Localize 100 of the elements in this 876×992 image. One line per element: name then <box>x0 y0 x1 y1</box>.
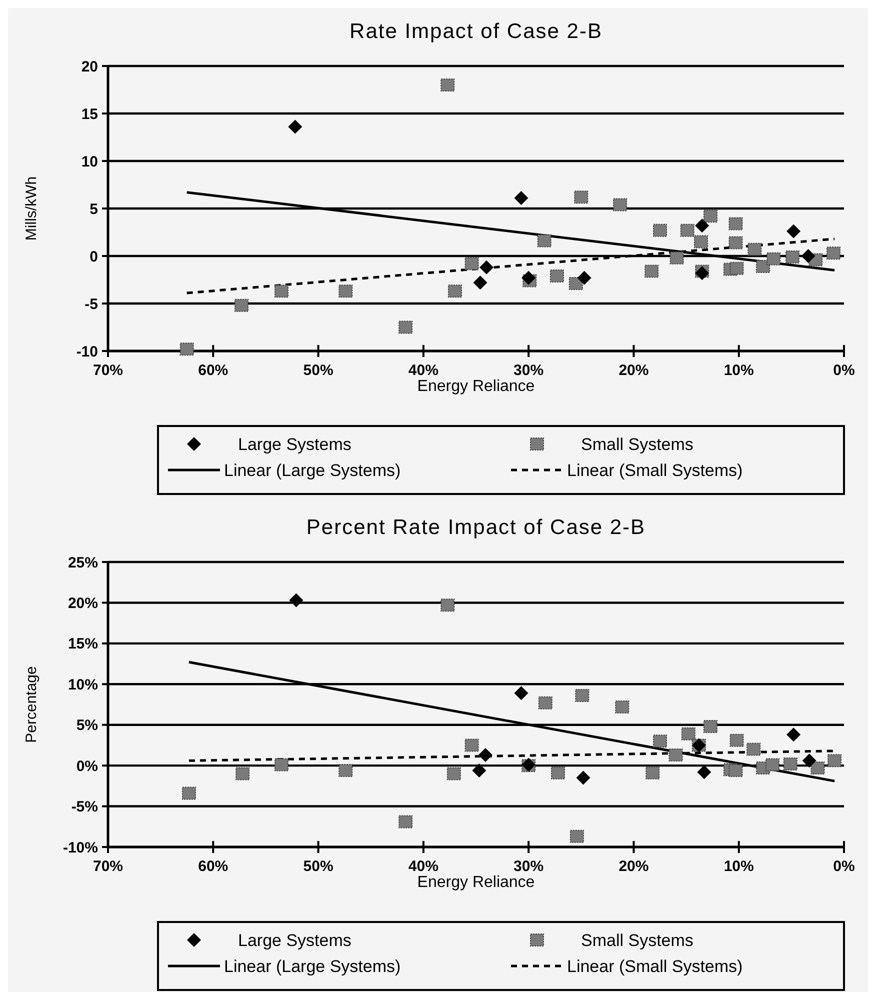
point <box>728 217 743 230</box>
legend-label: Linear (Small Systems) <box>567 956 743 976</box>
x-tick-label: 70% <box>92 362 124 379</box>
legend-label: Small Systems <box>581 930 694 950</box>
point <box>464 257 479 270</box>
point <box>644 264 659 278</box>
point <box>783 757 798 770</box>
point <box>670 251 684 264</box>
x-tick-label: 20% <box>618 362 649 379</box>
point <box>695 266 710 280</box>
y-tick-label: -10 <box>76 343 98 360</box>
point <box>697 765 712 780</box>
chart-title: Percent Rate Impact of Case 2-B <box>306 516 646 539</box>
x-tick-label: 10% <box>724 858 754 875</box>
point <box>828 754 842 768</box>
point <box>801 249 816 263</box>
point <box>653 224 667 237</box>
y-tick-label: 15 <box>81 106 98 123</box>
point <box>550 269 564 282</box>
x-axis-title: Energy Reliance <box>417 874 535 891</box>
point <box>786 224 801 238</box>
y-tick-label: 20 <box>81 58 98 76</box>
y-tick-label: 10 <box>81 153 98 170</box>
point <box>398 815 413 828</box>
x-tick-label: 60% <box>198 362 228 379</box>
legend-label: Small Systems <box>581 434 694 454</box>
point <box>182 786 196 800</box>
point <box>766 758 780 772</box>
point <box>551 766 566 780</box>
point <box>514 686 528 700</box>
x-tick-label: 0% <box>833 858 855 875</box>
y-tick-label: 15% <box>68 636 98 653</box>
point <box>746 742 761 756</box>
point <box>234 298 249 312</box>
point <box>522 270 536 285</box>
y-tick-label: 25% <box>68 554 98 572</box>
point <box>575 689 590 702</box>
point <box>464 738 479 752</box>
point <box>730 734 744 747</box>
x-axis-title: Energy Reliance <box>417 378 535 395</box>
y-axis-title: Mills/kWh <box>23 176 40 241</box>
point <box>810 762 825 775</box>
point <box>338 284 353 298</box>
chart-title: Rate Impact of Case 2-B <box>350 20 602 43</box>
point <box>695 218 710 233</box>
legend-label: Linear (Large Systems) <box>224 956 401 976</box>
x-tick-label: 30% <box>514 362 544 379</box>
point <box>440 78 455 92</box>
point <box>756 260 770 273</box>
point <box>440 598 455 612</box>
point <box>748 242 762 256</box>
x-tick-label: 50% <box>303 362 334 379</box>
point <box>478 748 492 762</box>
point <box>473 276 488 290</box>
point <box>570 830 584 843</box>
y-tick-label: -5 <box>84 296 98 313</box>
point <box>274 284 288 298</box>
y-tick-label: -5% <box>71 798 98 816</box>
point <box>289 593 304 608</box>
point <box>288 120 302 134</box>
x-tick-label: 20% <box>618 858 649 875</box>
point <box>646 766 660 780</box>
x-tick-label: 40% <box>408 858 438 875</box>
point <box>802 754 816 768</box>
point <box>694 235 708 248</box>
point <box>446 767 461 780</box>
point <box>728 236 743 250</box>
point <box>766 252 781 266</box>
point <box>514 191 528 206</box>
y-tick-label: 5 <box>90 200 98 218</box>
point <box>668 748 683 762</box>
point <box>480 260 494 274</box>
point <box>574 190 588 204</box>
y-tick-label: 20% <box>68 594 98 612</box>
legend-label: Large Systems <box>238 434 352 454</box>
point <box>180 342 194 356</box>
point <box>785 250 800 264</box>
point <box>728 764 743 777</box>
y-tick-label: 0% <box>76 758 98 775</box>
point <box>703 210 718 223</box>
legend-label: Linear (Large Systems) <box>224 460 401 480</box>
point <box>274 758 288 772</box>
point <box>615 700 630 714</box>
legend-label: Linear (Small Systems) <box>567 460 743 480</box>
point <box>826 246 840 260</box>
point <box>786 728 801 742</box>
x-tick-label: 30% <box>514 858 544 875</box>
legend-label: Large Systems <box>238 930 352 950</box>
y-axis-title: Percentage <box>23 666 40 743</box>
y-tick-label: -10% <box>62 839 98 856</box>
y-tick-label: 10% <box>68 676 98 694</box>
y-tick-label: 5% <box>76 717 98 734</box>
y-tick-label: 0 <box>90 248 98 266</box>
x-tick-label: 70% <box>92 858 124 875</box>
point <box>681 727 696 740</box>
point <box>537 234 552 248</box>
point <box>576 770 590 785</box>
point <box>680 224 694 237</box>
point <box>577 270 592 285</box>
x-tick-label: 60% <box>198 858 228 875</box>
